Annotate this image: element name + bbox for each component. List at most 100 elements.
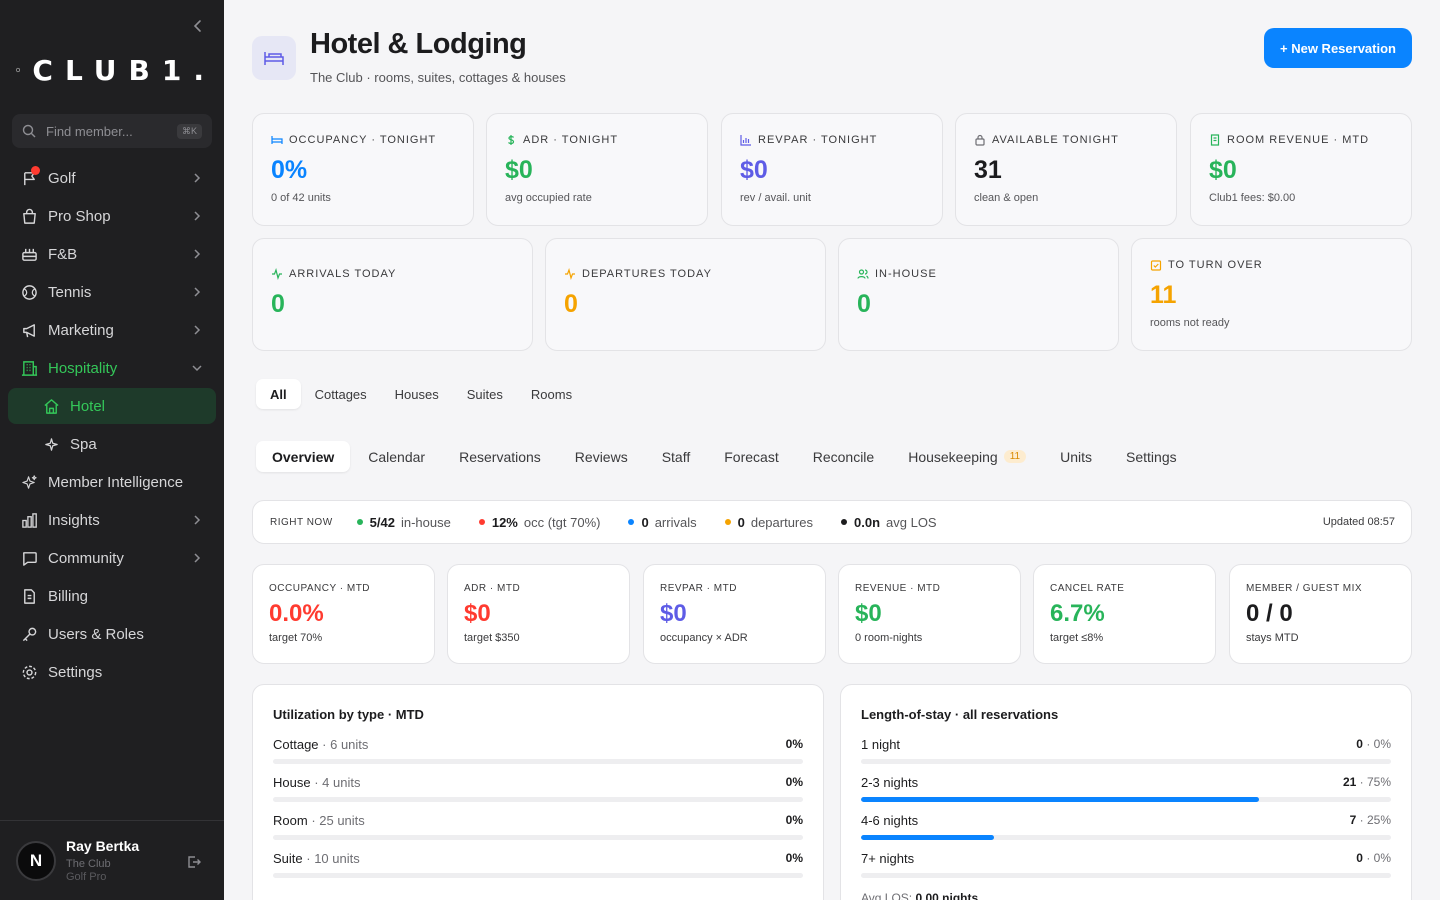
metric-sub: stays MTD — [1246, 632, 1299, 644]
sidebar-item-insights[interactable]: Insights — [8, 502, 216, 538]
metric-label: ADR · MTD — [464, 583, 521, 594]
los-bucket: 4-6 nights — [861, 813, 919, 828]
rn-value: 0.0n — [854, 514, 881, 530]
unit-type: Cottage — [273, 737, 319, 752]
kpi-label: AVAILABLE TONIGHT — [992, 134, 1119, 146]
sidebar-item-member-intelligence[interactable]: Member Intelligence — [8, 464, 216, 500]
tab-label: Housekeeping — [908, 448, 998, 465]
metric-sub: target $350 — [464, 632, 520, 644]
metric-cancel-rate: CANCEL RATE 6.7% target ≤8% — [1033, 564, 1216, 664]
metric-label: CANCEL RATE — [1050, 583, 1125, 594]
user-role: Golf Pro — [66, 871, 107, 883]
sidebar-item-fnb[interactable]: F&B — [8, 236, 216, 272]
progress-track — [273, 835, 803, 840]
sidebar-item-label: Spa — [70, 435, 97, 453]
unit-type: Room — [273, 813, 308, 828]
progress-fill — [861, 835, 994, 840]
filter-houses[interactable]: Houses — [394, 386, 439, 402]
los-bucket: 7+ nights — [861, 851, 915, 866]
tab-settings[interactable]: Settings — [1126, 448, 1177, 465]
tab-reconcile[interactable]: Reconcile — [812, 448, 875, 465]
utilization-pct: 0% — [785, 851, 803, 865]
metric-revenue-mtd: REVENUE · MTD $0 0 room-nights — [838, 564, 1021, 664]
tab-housekeeping[interactable]: Housekeeping 11 — [892, 441, 1042, 472]
sidebar-item-label: Users & Roles — [48, 625, 144, 643]
panel-title: Utilization by type · MTD — [273, 707, 424, 722]
sidebar-item-label: Hotel — [70, 397, 106, 415]
metric-sub: 0 room-nights — [855, 632, 923, 644]
metric-revpar-mtd: REVPAR · MTD $0 occupancy × ADR — [643, 564, 826, 664]
kpi-in-house: IN-HOUSE 0 — [838, 238, 1119, 351]
rn-value: 0 — [737, 514, 745, 530]
tab-units[interactable]: Units — [1060, 448, 1093, 465]
tab-forecast[interactable]: Forecast — [724, 448, 779, 465]
metric-sub: target ≤8% — [1050, 632, 1104, 644]
filter-all[interactable]: All — [256, 379, 301, 409]
sidebar-item-hotel[interactable]: Hotel — [8, 388, 216, 424]
rn-text: in-house — [400, 514, 451, 530]
utilization-pct: 0% — [785, 737, 803, 751]
kpi-label: ARRIVALS TODAY — [289, 268, 397, 280]
filter-rooms[interactable]: Rooms — [530, 386, 573, 402]
kpi-label: IN-HOUSE — [875, 268, 937, 280]
logout-icon[interactable] — [186, 854, 202, 870]
sidebar-item-users-roles[interactable]: Users & Roles — [8, 616, 216, 652]
dollar-icon — [508, 135, 515, 145]
sidebar-item-label: Marketing — [48, 321, 114, 339]
kpi-departures-today: DEPARTURES TODAY 0 — [545, 238, 826, 351]
sidebar-item-billing[interactable]: Billing — [8, 578, 216, 614]
bed-icon — [264, 52, 284, 65]
rn-value: 12% — [491, 514, 518, 530]
unit-count: · 25 units — [311, 813, 365, 828]
sidebar-item-pro-shop[interactable]: Pro Shop — [8, 198, 216, 234]
tab-staff[interactable]: Staff — [661, 448, 691, 465]
tab-overview[interactable]: Overview — [256, 441, 351, 472]
kpi-label: TO TURN OVER — [1168, 259, 1263, 271]
sidebar-item-label: Community — [48, 549, 124, 567]
search-input[interactable]: Find member... — [46, 123, 133, 139]
user-profile[interactable]: N Ray Bertka The Club Golf Pro — [0, 820, 224, 900]
metric-member-guest-mix: MEMBER / GUEST MIX 0 / 0 stays MTD — [1229, 564, 1412, 664]
sidebar-item-tennis[interactable]: Tennis — [8, 274, 216, 310]
metric-value: 0 / 0 — [1246, 600, 1293, 627]
rn-text: avg LOS — [886, 514, 937, 530]
utilization-panel: Utilization by type · MTD Cottage · 6 un… — [252, 684, 824, 900]
kpi-arrivals-today: ARRIVALS TODAY 0 — [252, 238, 533, 351]
tab-reviews[interactable]: Reviews — [574, 448, 628, 465]
kpi-sub: rev / avail. unit — [740, 192, 811, 204]
avg-los-label: Avg LOS: — [861, 891, 913, 900]
sidebar-item-label: Hospitality — [48, 359, 118, 377]
los-pct: · 25% — [1359, 813, 1391, 827]
sidebar-item-hospitality[interactable]: Hospitality — [8, 350, 216, 386]
receipt-icon — [1210, 134, 1220, 146]
sidebar-item-golf[interactable]: Golf — [8, 160, 216, 196]
status-dot — [478, 519, 485, 525]
member-search[interactable]: Find member... ⌘K — [12, 114, 212, 148]
utilization-row: Suite · 10 units 0% — [273, 851, 803, 881]
tab-reservations[interactable]: Reservations — [459, 448, 541, 465]
sidebar-item-label: Golf — [48, 169, 76, 187]
metric-label: MEMBER / GUEST MIX — [1246, 583, 1363, 594]
sidebar-item-community[interactable]: Community — [8, 540, 216, 576]
user-name: Ray Bertka — [66, 838, 140, 854]
new-reservation-button[interactable]: + New Reservation — [1264, 28, 1412, 68]
rn-text: arrivals — [654, 514, 697, 530]
right-now-occupancy: 12% occ (tgt 70%) — [478, 514, 600, 530]
sidebar-item-marketing[interactable]: Marketing — [8, 312, 216, 348]
los-bucket: 1 night — [861, 737, 901, 752]
metric-value: $0 — [855, 600, 882, 627]
utilization-row: Cottage · 6 units 0% — [273, 737, 803, 767]
progress-track — [861, 759, 1391, 764]
status-dot — [841, 519, 847, 525]
kpi-label: REVPAR · TONIGHT — [758, 134, 878, 146]
sidebar-item-spa[interactable]: Spa — [8, 426, 216, 462]
filter-cottages[interactable]: Cottages — [314, 386, 367, 402]
kpi-value: 0 — [271, 290, 285, 318]
collapse-sidebar-icon[interactable] — [190, 18, 206, 34]
sidebar-item-settings[interactable]: Settings — [8, 654, 216, 690]
tab-calendar[interactable]: Calendar — [368, 448, 426, 465]
club1-logo[interactable]: CLUB1. — [16, 50, 216, 90]
filter-suites[interactable]: Suites — [466, 386, 503, 402]
avg-los: Avg LOS: 0.00 nights — [861, 891, 978, 900]
unit-count: · 10 units — [306, 851, 360, 866]
